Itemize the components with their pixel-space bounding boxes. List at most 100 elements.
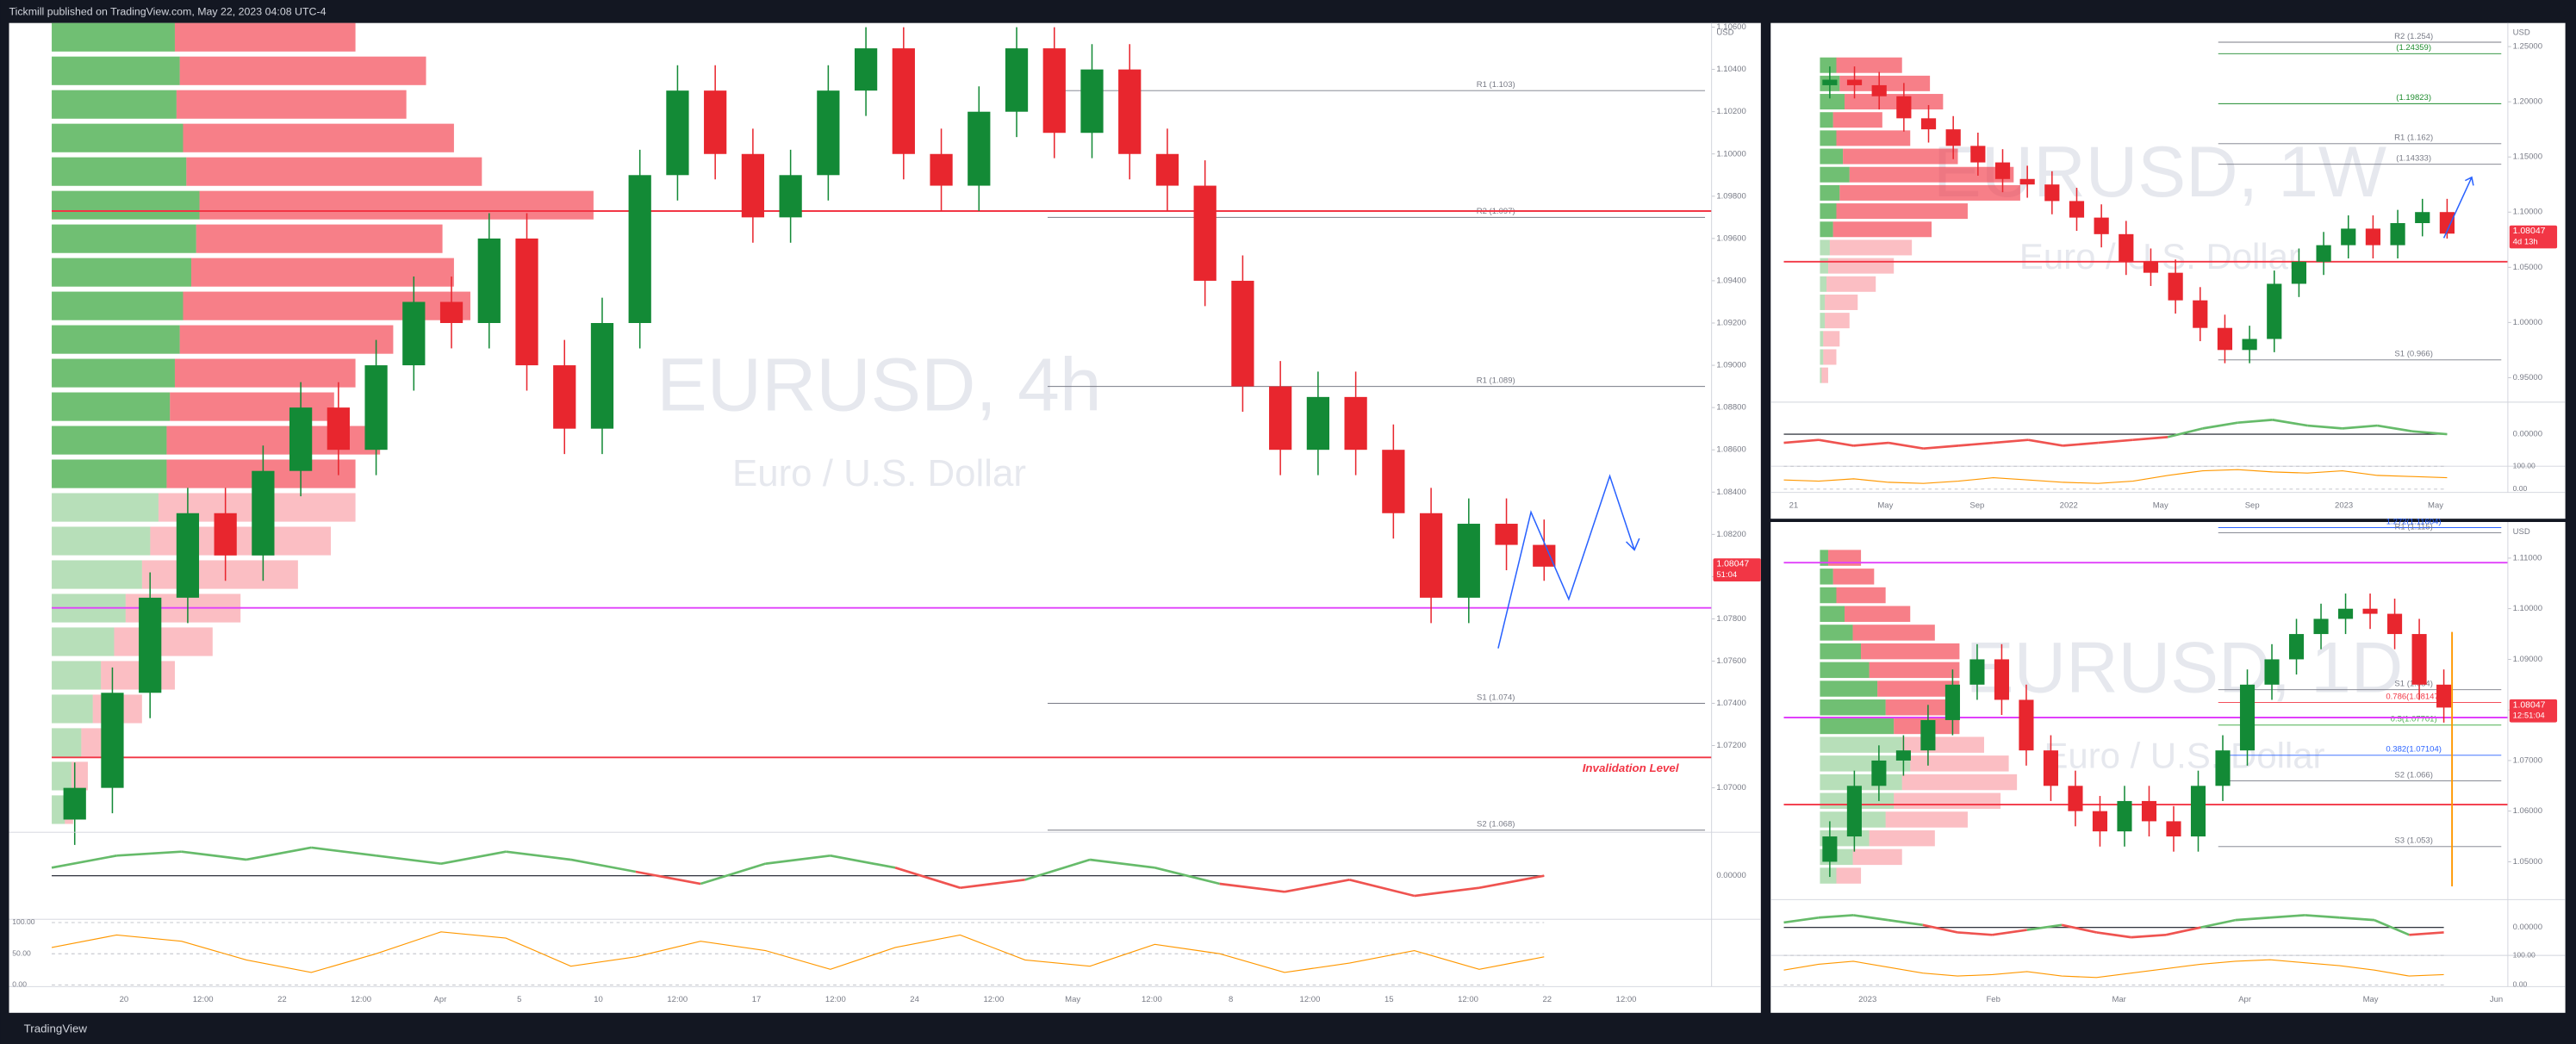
- oscillator-line: [1783, 469, 2448, 484]
- pivot-label: R1 (1.162): [2394, 134, 2433, 143]
- x-tick-label: 22: [1542, 995, 1552, 1004]
- profile-buy: [1820, 867, 1837, 884]
- projection-path: [1497, 474, 1635, 649]
- candle-body: [1533, 544, 1556, 567]
- oscillator-tick-label: 0.00: [2513, 980, 2528, 989]
- profile-buy: [1820, 276, 1827, 292]
- profile-sell: [1825, 294, 1858, 310]
- candle-body: [628, 175, 651, 324]
- y-tick-label: 1.08400: [1716, 488, 1745, 497]
- y-tick-label: 1.09400: [1716, 276, 1745, 285]
- x-tick-label: 5: [517, 995, 521, 1004]
- candle-body: [2141, 800, 2157, 822]
- pivot-label: S1 (0.966): [2394, 350, 2432, 359]
- momentum-segment: [1783, 916, 1820, 924]
- price-label: 1.08047: [1716, 560, 1749, 569]
- profile-buy: [52, 627, 115, 656]
- profile-sell: [1821, 367, 1828, 383]
- candle-body: [1822, 836, 1838, 862]
- x-tick-label: Feb: [1986, 995, 2000, 1004]
- momentum-segment: [700, 862, 766, 886]
- price-countdown: 4d 13h: [2513, 237, 2538, 246]
- candle-body: [1118, 69, 1142, 154]
- profile-sell: [71, 761, 88, 791]
- candle-body: [1344, 396, 1367, 451]
- momentum-segment: [2411, 430, 2448, 436]
- x-tick-label: 12:00: [667, 995, 688, 1004]
- profile-buy: [52, 493, 159, 522]
- profile-buy: [1820, 184, 1840, 201]
- profile-buy: [1820, 367, 1822, 383]
- momentum-segment: [1888, 441, 1924, 451]
- momentum-segment: [1993, 438, 2029, 444]
- profile-sell: [1901, 774, 2018, 791]
- momentum-segment: [960, 879, 1025, 890]
- candle-body: [2316, 245, 2331, 262]
- y-tick-label: 1.07800: [1716, 614, 1745, 624]
- price-badge: [1713, 558, 1761, 581]
- y-tick-label: 1.25000: [2513, 42, 2542, 52]
- momentum-tick-label: 0.00000: [1716, 871, 1745, 880]
- candle-body: [2264, 659, 2280, 685]
- oscillator-tick-label: 100.00: [2513, 950, 2536, 959]
- profile-sell: [1836, 587, 1886, 604]
- candle-body: [1269, 386, 1292, 451]
- y-tick-label: 1.09800: [1716, 191, 1745, 201]
- candle-body: [1994, 659, 2009, 700]
- profile-sell: [1836, 203, 1968, 220]
- momentum-segment: [1957, 931, 1993, 936]
- profile-buy: [52, 392, 171, 421]
- y-tick-label: 1.07200: [1716, 741, 1745, 750]
- x-tick-label: 12:00: [825, 995, 846, 1004]
- momentum-segment: [1414, 886, 1480, 898]
- profile-buy: [1820, 130, 1837, 146]
- candle-body: [590, 323, 614, 429]
- profile-buy: [52, 325, 180, 354]
- profile-buy: [52, 426, 167, 455]
- profile-buy: [1820, 699, 1886, 716]
- profile-sell: [196, 224, 443, 253]
- momentum-segment: [2269, 914, 2305, 919]
- candle-body: [2239, 684, 2256, 751]
- candle-body: [2044, 184, 2060, 202]
- profile-buy: [1820, 550, 1828, 566]
- profile-sell: [1839, 75, 1931, 91]
- pivot-label: R1 (1.115): [2395, 522, 2433, 531]
- candle-body: [2436, 684, 2452, 708]
- pivot-label: 0.786(1.08147): [2386, 692, 2442, 701]
- axis-unit: USD: [1716, 28, 1733, 38]
- momentum-segment: [2307, 424, 2343, 430]
- profile-sell: [1839, 184, 2020, 201]
- x-tick-label: 12:00: [983, 995, 1004, 1004]
- momentum-segment: [1923, 444, 1959, 451]
- momentum-segment: [2098, 438, 2133, 444]
- profile-sell: [174, 358, 356, 388]
- x-tick-label: Mar: [2112, 995, 2126, 1004]
- candle-body: [2341, 228, 2356, 245]
- candle-body: [327, 407, 350, 451]
- y-tick-label: 0.95000: [2513, 373, 2542, 382]
- profile-buy: [52, 526, 151, 556]
- momentum-tick-label: 0.00000: [2513, 923, 2542, 932]
- profile-buy: [1820, 569, 1833, 585]
- candle-body: [1846, 79, 1863, 85]
- momentum-segment: [830, 854, 896, 869]
- momentum-segment: [1349, 879, 1415, 898]
- momentum-segment: [2305, 914, 2340, 919]
- candle-body: [2068, 786, 2083, 811]
- profile-buy: [1820, 203, 1837, 220]
- momentum-segment: [2096, 931, 2131, 939]
- candle-body: [2242, 339, 2257, 351]
- x-tick-label: 12:00: [1458, 995, 1478, 1004]
- y-tick-label: 1.07000: [2513, 755, 2542, 765]
- x-tick-label: 12:00: [1616, 995, 1637, 1004]
- momentum-segment: [506, 850, 571, 861]
- x-tick-label: Apr: [2238, 995, 2252, 1004]
- candle-body: [515, 238, 538, 366]
- profile-buy: [1820, 313, 1826, 329]
- momentum-segment: [2202, 421, 2238, 430]
- profile-buy: [52, 190, 200, 220]
- profile-buy: [1820, 625, 1853, 641]
- x-tick-label: 12:00: [351, 995, 371, 1004]
